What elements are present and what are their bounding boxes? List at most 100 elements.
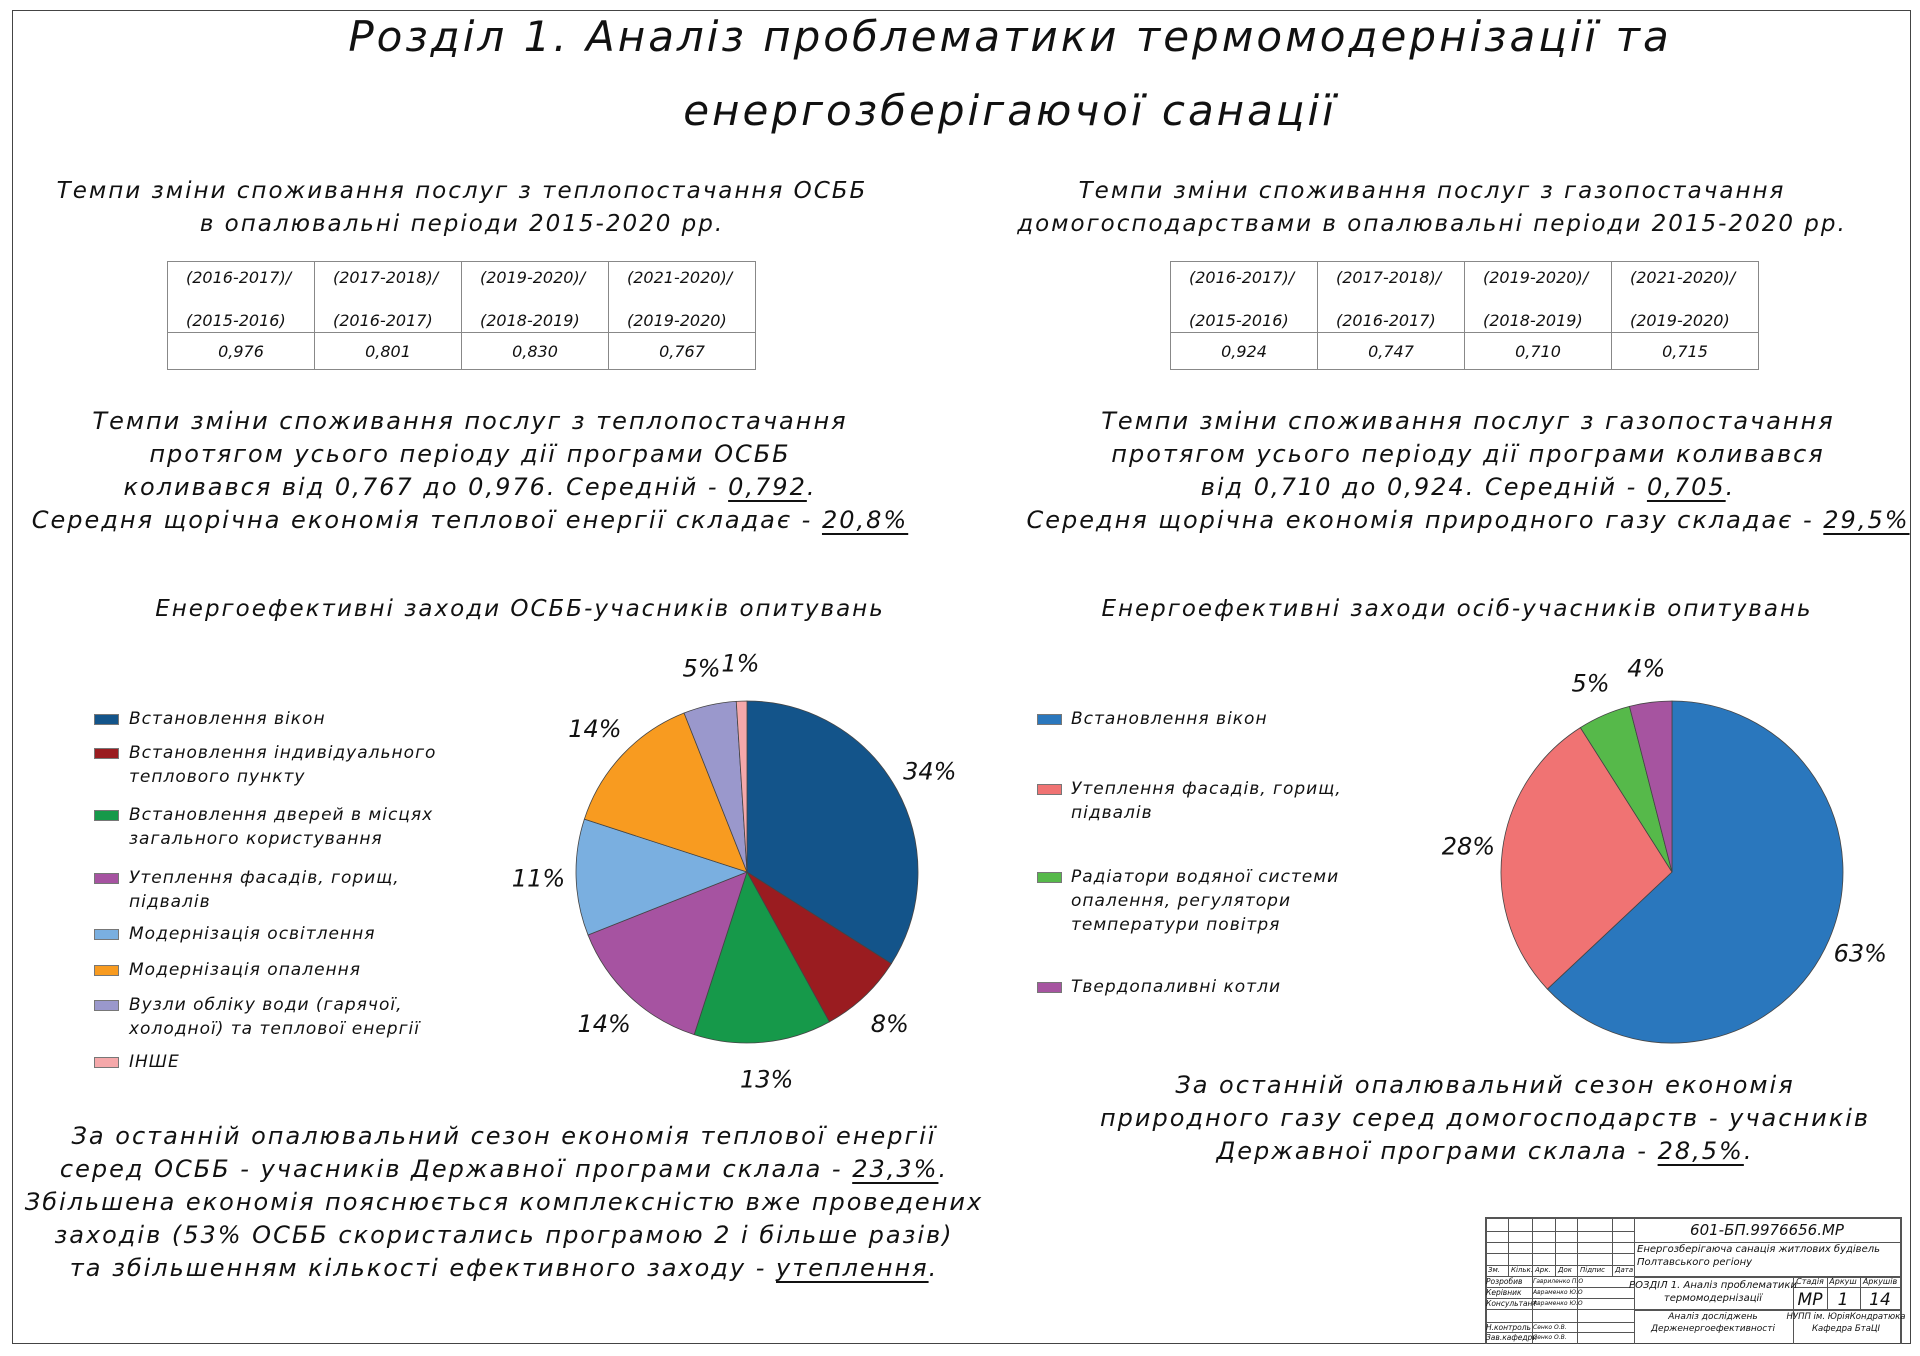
table-header-cell: (2017-2018)/(2016-2017) xyxy=(1317,261,1465,333)
title-block-text: Енергозберігаюча санація житлових будіве… xyxy=(1637,1244,1881,1255)
title-block-text: Зм. xyxy=(1488,1266,1500,1274)
average-rate: 0,792 xyxy=(728,473,807,501)
left-rates-table: (2016-2017)/(2015-2016) (2017-2018)/(201… xyxy=(167,261,756,370)
pie-slice xyxy=(1500,727,1673,990)
title-block-line xyxy=(1860,1276,1861,1309)
pie-slice xyxy=(587,871,748,1036)
title-block-line xyxy=(1485,1265,1634,1266)
table-cell: 0,715 xyxy=(1611,332,1759,370)
title-block-line xyxy=(1485,1276,1634,1277)
title-block-line xyxy=(1634,1276,1900,1278)
legend-swatch xyxy=(1037,714,1062,725)
legend-label: Утеплення фасадів, горищ, підвалів xyxy=(1071,779,1342,823)
legend-swatch xyxy=(94,1000,119,1011)
table-row: 0,976 0,801 0,830 0,767 xyxy=(167,332,756,370)
title-block-line xyxy=(1577,1217,1578,1276)
table-header-row: (2016-2017)/(2015-2016) (2017-2018)/(201… xyxy=(167,261,756,333)
right-chart-title: Енергоефективні заходи осіб-учасників оп… xyxy=(1101,596,1813,622)
legend-swatch xyxy=(1037,872,1062,883)
title-block-line xyxy=(1485,1253,1634,1254)
pie-slice xyxy=(583,712,748,873)
pie-slice xyxy=(1546,700,1844,1044)
pie-data-label: 13% xyxy=(740,1066,793,1094)
title-block-text: НУПП ім. ЮріяКондратюка xyxy=(1786,1312,1906,1322)
title-block-line xyxy=(1485,1287,1634,1288)
legend-label: Встановлення вікон xyxy=(1071,709,1268,729)
title-block-line xyxy=(1827,1276,1828,1309)
title-block-text: 1 xyxy=(1837,1290,1849,1310)
title-block-line xyxy=(1634,1242,1900,1243)
pie-slice xyxy=(575,818,749,936)
title-block-line xyxy=(1485,1332,1634,1333)
table-cell: 0,924 xyxy=(1170,332,1318,370)
left-subtitle-2: в опалювальні періоди 2015-2020 рр. xyxy=(199,211,725,237)
pie-data-label: 8% xyxy=(871,1010,909,1038)
legend-swatch xyxy=(1037,784,1062,795)
title-block-text: 14 xyxy=(1869,1290,1891,1310)
annual-saving: 20,8% xyxy=(821,506,909,534)
table-header-cell: (2016-2017)/(2015-2016) xyxy=(1170,261,1318,333)
title-block-text: Дата xyxy=(1615,1266,1634,1274)
pie-data-label: 5% xyxy=(1571,670,1609,698)
title-block-line xyxy=(1532,1217,1533,1276)
legend-label: Твердопаливні котли xyxy=(1071,977,1282,997)
right-rates-table: (2016-2017)/(2015-2016) (2017-2018)/(201… xyxy=(1170,261,1759,370)
pie-data-label: 28% xyxy=(1442,832,1495,860)
table-header-cell: (2019-2020)/(2018-2019) xyxy=(461,261,609,333)
pie-data-label: 14% xyxy=(578,1010,631,1038)
legend-label: Встановлення дверей в місцях загального к… xyxy=(129,805,434,849)
legend-swatch xyxy=(94,1057,119,1068)
left-summary: Темпи зміни споживання послуг з теплопос… xyxy=(31,407,909,534)
legend-label: Встановлення вікон xyxy=(129,709,326,729)
title-block-line xyxy=(1508,1217,1509,1276)
legend-label: Утеплення фасадів, горищ, підвалів xyxy=(129,868,400,912)
right-subtitle-2: домогосподарствами в опалювальні періоди… xyxy=(1017,211,1847,237)
title-block-text: Керівник xyxy=(1486,1288,1522,1297)
legend-swatch xyxy=(94,873,119,884)
title-block-line xyxy=(1485,1242,1634,1243)
title-block-text: Держенергоефективності xyxy=(1651,1324,1775,1334)
title-block-text: Сенко О.В. xyxy=(1533,1324,1567,1331)
pie-data-label: 34% xyxy=(903,757,956,785)
pie-slice xyxy=(746,700,919,965)
right-summary: Темпи зміни споживання послуг з газопост… xyxy=(1026,407,1910,534)
title-block-line xyxy=(1634,1309,1900,1311)
table-cell: 0,976 xyxy=(167,332,315,370)
title-block-line xyxy=(1485,1309,1634,1310)
title-block-line xyxy=(1485,1217,1900,1219)
page-title-line1: Розділ 1. Аналіз проблематики термомодер… xyxy=(348,12,1672,61)
title-block-line xyxy=(1485,1217,1487,1344)
title-block-text: Авраменко Ю.О xyxy=(1533,1289,1583,1296)
legend-label: Встановлення індивідуального теплового пу… xyxy=(129,743,437,787)
title-block-line xyxy=(1612,1217,1613,1276)
left-bottom-text: За останній опалювальний сезон економія … xyxy=(24,1122,984,1282)
title-block-text: Стадія xyxy=(1796,1277,1824,1286)
legend-label: Вузли обліку води (гарячої, холодної) та … xyxy=(129,995,420,1039)
page-title-line2: енергозберігаючої санації xyxy=(683,86,1337,135)
title-block-line xyxy=(1555,1217,1556,1276)
title-block-text: Аналіз досліджень xyxy=(1668,1312,1758,1322)
title-block-line xyxy=(1577,1276,1578,1344)
title-block-text: МР xyxy=(1797,1290,1823,1310)
legend-swatch xyxy=(1037,982,1062,993)
legend-swatch xyxy=(94,748,119,759)
pie-slice xyxy=(693,870,830,1044)
title-block-text: 601-БП.9976656.МР xyxy=(1690,1221,1844,1239)
right-bottom-text: За останній опалювальний сезон економія … xyxy=(1099,1071,1871,1165)
title-block-line xyxy=(1532,1276,1533,1344)
title-block-text: термомодернізації xyxy=(1663,1293,1763,1304)
legend-swatch xyxy=(94,810,119,821)
table-header-cell: (2021-2020)/(2019-2020) xyxy=(608,261,756,333)
title-block-text: Консультант xyxy=(1486,1299,1537,1308)
title-block-text: Аркушів xyxy=(1862,1277,1898,1286)
title-block-line xyxy=(1793,1276,1794,1344)
pie-data-label: 1% xyxy=(721,649,759,677)
legend-swatch xyxy=(94,929,119,940)
legend-label: Модернізація освітлення xyxy=(129,924,376,944)
pie-data-label: 11% xyxy=(512,865,565,893)
table-cell: 0,830 xyxy=(461,332,609,370)
legend-swatch xyxy=(94,714,119,725)
title-block-text: Підпис xyxy=(1580,1266,1606,1274)
pie-slice xyxy=(735,700,748,873)
legend-swatch xyxy=(94,965,119,976)
